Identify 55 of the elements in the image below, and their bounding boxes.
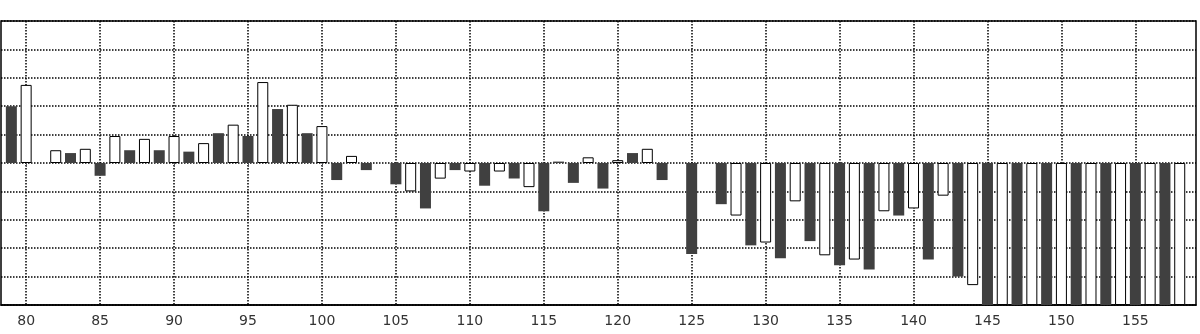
bar bbox=[331, 163, 343, 181]
bar bbox=[449, 163, 461, 171]
bar bbox=[774, 163, 786, 259]
bar bbox=[301, 133, 313, 163]
bar bbox=[597, 163, 609, 189]
bar bbox=[153, 150, 165, 163]
bar bbox=[922, 163, 934, 260]
x-tick-label: 135 bbox=[826, 312, 853, 328]
bar bbox=[538, 163, 550, 212]
x-tick-label: 155 bbox=[1122, 312, 1149, 328]
x-tick-label: 80 bbox=[17, 312, 36, 328]
bar bbox=[627, 153, 639, 163]
bar bbox=[656, 163, 668, 181]
x-tick-label: 125 bbox=[678, 312, 706, 328]
x-tick-label: 140 bbox=[900, 312, 927, 328]
bar bbox=[952, 163, 964, 277]
x-tick-label: 100 bbox=[308, 312, 336, 328]
bar bbox=[5, 106, 17, 163]
bar bbox=[567, 163, 579, 183]
x-tick-label: 105 bbox=[382, 312, 410, 328]
bar bbox=[479, 163, 491, 186]
bar bbox=[242, 136, 254, 163]
x-tick-label: 90 bbox=[165, 312, 183, 328]
bar bbox=[1129, 163, 1141, 305]
bar bbox=[94, 163, 106, 176]
bar bbox=[715, 163, 727, 205]
bar bbox=[183, 151, 195, 163]
bar bbox=[863, 163, 875, 270]
x-tick-label: 120 bbox=[604, 312, 632, 328]
bar bbox=[212, 133, 224, 163]
bar bbox=[124, 150, 136, 163]
x-tick-label: 115 bbox=[530, 312, 558, 328]
bar bbox=[508, 163, 520, 179]
bar bbox=[1011, 163, 1023, 305]
x-tick-label: 150 bbox=[1048, 312, 1075, 328]
x-tick-label: 130 bbox=[752, 312, 779, 328]
x-tick-label: 110 bbox=[456, 312, 484, 328]
bar bbox=[745, 163, 757, 246]
bar bbox=[419, 163, 431, 209]
bar bbox=[834, 163, 846, 266]
bar bbox=[360, 163, 372, 171]
bar bbox=[272, 109, 284, 163]
bar bbox=[981, 163, 993, 305]
bar bbox=[1041, 163, 1053, 305]
x-tick-label: 85 bbox=[91, 312, 109, 328]
bar bbox=[65, 153, 77, 163]
x-tick-label: 95 bbox=[239, 312, 257, 328]
bar bbox=[1159, 163, 1171, 305]
bar bbox=[686, 163, 698, 254]
bar bbox=[1100, 163, 1112, 305]
x-tick-label: 145 bbox=[974, 312, 1001, 328]
bar bbox=[390, 163, 402, 185]
bar bbox=[804, 163, 816, 242]
bar bbox=[1070, 163, 1082, 305]
bar bbox=[893, 163, 905, 216]
